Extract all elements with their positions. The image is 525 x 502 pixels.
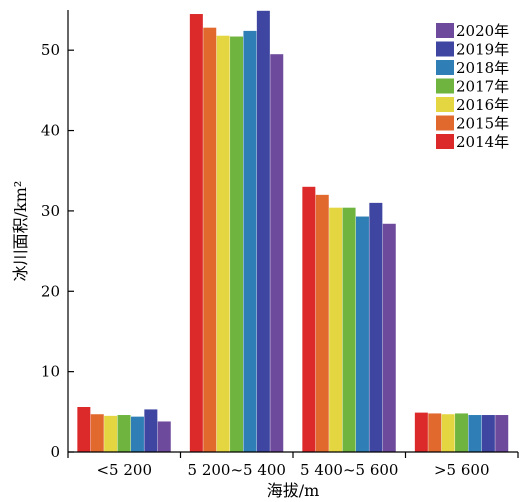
- bar: [355, 216, 369, 452]
- bar: [216, 35, 230, 452]
- bar: [104, 415, 118, 452]
- y-tick-label: 0: [50, 443, 60, 461]
- y-tick-label: 20: [41, 282, 60, 300]
- legend-label: 2016年: [456, 96, 509, 114]
- bar: [382, 223, 396, 452]
- bar: [441, 414, 455, 452]
- bar: [302, 186, 316, 453]
- bar: [130, 416, 144, 452]
- bar: [203, 27, 217, 453]
- y-tick-label: 10: [41, 363, 60, 381]
- bar: [481, 415, 495, 452]
- legend-swatch: [436, 97, 454, 112]
- bar: [428, 413, 442, 452]
- bar: [243, 30, 257, 452]
- y-tick-label: 30: [41, 202, 60, 220]
- bar: [315, 194, 329, 452]
- legend-swatch: [436, 60, 454, 75]
- x-tick-label: >5 600: [434, 461, 490, 479]
- legend-label: 2018年: [456, 59, 509, 77]
- axes-layer: [67, 10, 518, 453]
- bar: [157, 421, 171, 452]
- bar: [369, 202, 383, 452]
- y-ticks: 0 10 20 30 40 50: [41, 41, 74, 461]
- legend-label: 2017年: [456, 78, 509, 96]
- legend-label: 2019年: [456, 41, 509, 59]
- x-ticks: <5 200 5 200~5 400 5 400~5 600 >5 600: [67, 452, 519, 479]
- x-tick-label: 5 200~5 400: [188, 461, 286, 479]
- bar: [90, 414, 104, 452]
- y-axis-title: 冰川面积/km²: [11, 181, 30, 282]
- legend-swatch: [436, 78, 454, 94]
- bar: [468, 415, 482, 452]
- x-tick-label: <5 200: [96, 461, 152, 479]
- bar: [117, 415, 131, 452]
- legend-label: 2015年: [456, 115, 509, 133]
- bar: [329, 207, 343, 452]
- y-tick-label: 50: [41, 41, 60, 59]
- y-tick-label: 40: [41, 122, 60, 140]
- x-axis-title: 海拔/m: [267, 481, 320, 500]
- bar: [256, 10, 270, 453]
- legend-label: 2014年: [456, 133, 509, 151]
- legend-swatch: [436, 23, 454, 38]
- bar: [495, 415, 509, 452]
- bar: [230, 36, 244, 453]
- bars-layer: [77, 10, 509, 453]
- bar: [414, 412, 428, 452]
- legend-swatch: [436, 41, 454, 57]
- bar: [144, 409, 158, 452]
- legend-label: 2020年: [456, 22, 509, 40]
- legend-swatch: [436, 134, 454, 149]
- bar: [455, 413, 469, 452]
- bar: [270, 54, 284, 452]
- legend-swatch: [436, 115, 454, 131]
- x-tick-label: 5 400~5 600: [300, 461, 398, 479]
- bar: [342, 207, 356, 452]
- bar: [189, 14, 203, 453]
- bar: [77, 407, 91, 452]
